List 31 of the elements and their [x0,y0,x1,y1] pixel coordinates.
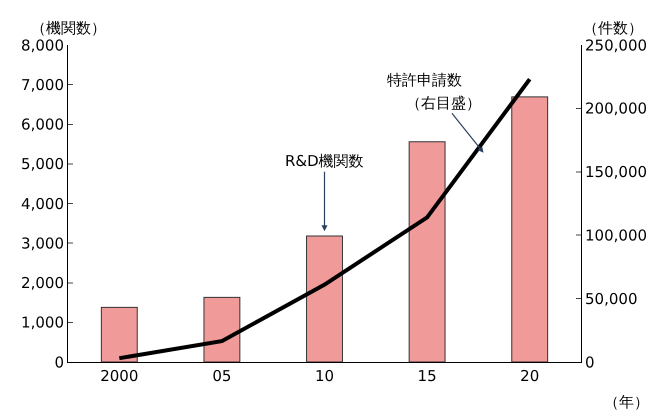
y-tick-label: 5,000 [21,155,64,174]
annotation: R&D機関数 [285,152,364,170]
y-tick-label: 7,000 [21,76,64,94]
y-tick-label: 6,000 [21,116,64,134]
y-tick-label: 0 [54,353,64,372]
x-tick-label: 15 [418,367,437,385]
y-tick-label: 2,000 [21,274,64,292]
bar [100,306,138,362]
x-tick-label: 2000 [100,367,138,385]
x-tick-label: 05 [212,367,232,385]
y-tick-label: 3,000 [21,234,64,252]
y2-tick-label: 50,000 [585,290,638,308]
y-axis-title: （機関数） [31,19,106,37]
x-tick-label: 20 [520,367,540,385]
annotation: 特許申請数 [387,71,462,89]
y2-tick-label: 150,000 [585,163,648,182]
y2-tick-label: 250,000 [585,36,648,54]
y-tick-label: 1,000 [21,314,64,332]
bar [203,296,240,362]
y2-tick-label: 0 [585,353,595,372]
y-tick-label: 8,000 [21,36,64,54]
y2-tick-label: 200,000 [585,100,648,118]
bar [408,141,446,362]
bar [306,235,343,362]
annotation: （右目盛） [406,94,481,112]
y2-axis-title: （件数） [583,19,643,37]
bar [511,96,548,362]
x-tick-label: 10 [314,367,334,385]
y2-tick-label: 100,000 [585,226,648,244]
y-tick-label: 4,000 [21,194,64,213]
x-axis-title: （年） [604,393,649,411]
